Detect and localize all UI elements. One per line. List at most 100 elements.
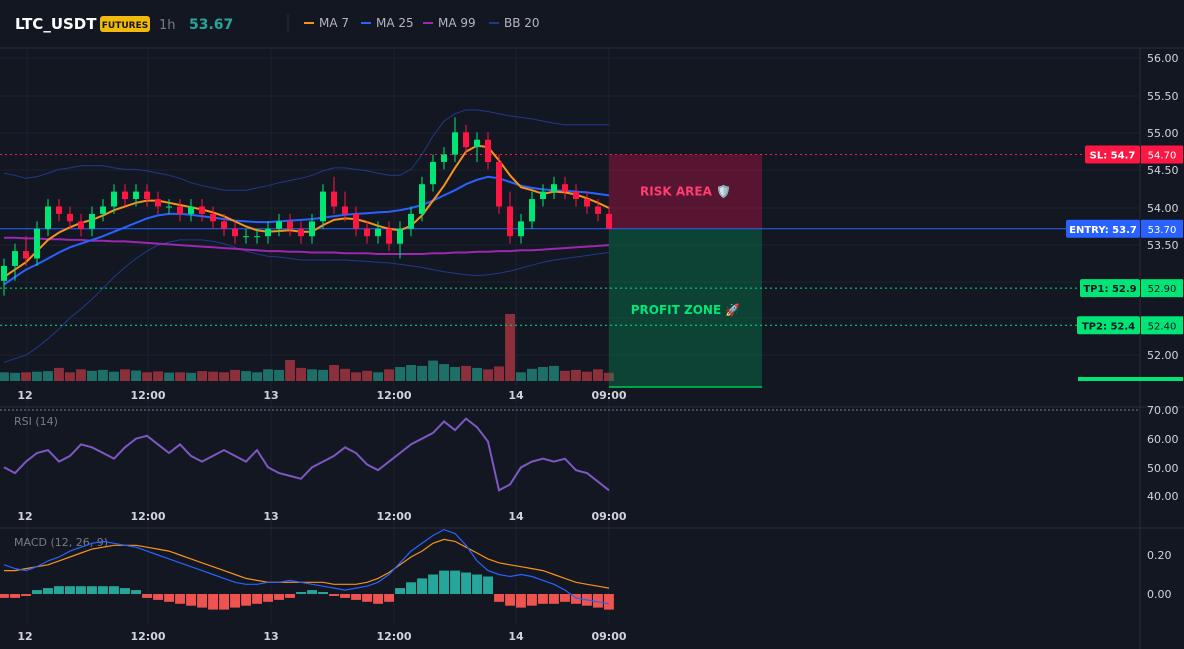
profit-zone[interactable] bbox=[609, 228, 762, 387]
price-axis[interactable]: 56.00 55.50 55.00 54.50 54.00 53.50 52.00 bbox=[1147, 52, 1179, 362]
candle[interactable] bbox=[89, 206, 95, 237]
candle[interactable] bbox=[474, 132, 480, 162]
candle[interactable] bbox=[199, 199, 205, 222]
candle[interactable] bbox=[529, 191, 535, 229]
candle[interactable] bbox=[507, 191, 513, 244]
volume-bar bbox=[571, 369, 581, 381]
candle[interactable] bbox=[419, 176, 425, 222]
candle[interactable] bbox=[364, 221, 370, 244]
macd-histogram-bar bbox=[285, 594, 295, 598]
candle[interactable] bbox=[518, 213, 524, 244]
candle[interactable] bbox=[45, 199, 51, 237]
candle[interactable] bbox=[265, 221, 271, 244]
candle[interactable] bbox=[34, 221, 40, 266]
candle[interactable] bbox=[485, 132, 491, 170]
interval-label[interactable]: 1h bbox=[159, 18, 176, 33]
candle[interactable] bbox=[232, 221, 238, 244]
time-tick-label: 12 bbox=[17, 630, 32, 643]
candle[interactable] bbox=[375, 221, 381, 244]
candle[interactable] bbox=[155, 191, 161, 214]
candle[interactable] bbox=[562, 176, 568, 200]
candle[interactable] bbox=[144, 184, 150, 207]
candle[interactable] bbox=[12, 243, 18, 281]
volume-bar bbox=[0, 372, 9, 381]
macd-panel: MACD (12, 26, 9) 0.200.00 bbox=[0, 528, 1172, 610]
candle[interactable] bbox=[386, 221, 392, 252]
entry-tag[interactable]: ENTRY: 53.7 53.70 bbox=[1066, 219, 1183, 238]
candle-body bbox=[408, 213, 414, 229]
candle[interactable] bbox=[342, 191, 348, 222]
candle[interactable] bbox=[122, 184, 128, 207]
risk-area[interactable] bbox=[609, 154, 762, 229]
tp2-tag[interactable]: TP2: 52.4 52.40 bbox=[1077, 316, 1183, 335]
time-axis[interactable]: 12 12:00 13 12:00 14 09:00 12 12:00 13 12:00 14 09:… bbox=[17, 389, 627, 643]
candle[interactable] bbox=[496, 154, 502, 214]
candle[interactable] bbox=[210, 206, 216, 229]
legend-label-0[interactable]: MA 7 bbox=[319, 16, 349, 30]
candle[interactable] bbox=[441, 147, 447, 170]
price-tick-label: 54.00 bbox=[1147, 202, 1179, 215]
candle[interactable] bbox=[56, 199, 62, 222]
candle[interactable] bbox=[551, 176, 557, 200]
candle[interactable] bbox=[452, 117, 458, 162]
candle[interactable] bbox=[254, 228, 260, 244]
candle[interactable] bbox=[188, 199, 194, 222]
candle[interactable] bbox=[78, 213, 84, 237]
candle[interactable] bbox=[331, 176, 337, 214]
volume-bar bbox=[131, 370, 141, 381]
candle-body bbox=[485, 139, 491, 162]
candle[interactable] bbox=[133, 184, 139, 207]
macd-signal-line bbox=[4, 538, 610, 589]
candlesticks[interactable] bbox=[1, 117, 612, 296]
candle[interactable] bbox=[540, 184, 546, 207]
bb-lower-line bbox=[3, 239, 610, 363]
candle[interactable] bbox=[309, 213, 315, 244]
rsi-tick-label: 70.00 bbox=[1147, 404, 1179, 417]
candle[interactable] bbox=[463, 124, 469, 155]
candle[interactable] bbox=[298, 221, 304, 244]
legend-label-2[interactable]: MA 99 bbox=[438, 16, 476, 30]
candle[interactable] bbox=[243, 228, 249, 244]
current-volume-marker bbox=[1078, 377, 1183, 381]
candle[interactable] bbox=[287, 213, 293, 237]
futures-badge bbox=[100, 16, 150, 32]
candle[interactable] bbox=[221, 213, 227, 237]
macd-histogram-bar bbox=[417, 578, 427, 594]
candle[interactable] bbox=[408, 206, 414, 237]
entry-tag-value: 53.70 bbox=[1148, 225, 1177, 236]
sl-tag[interactable]: SL: 54.7 54.70 bbox=[1085, 145, 1183, 164]
candle-body bbox=[78, 221, 84, 229]
candle[interactable] bbox=[100, 199, 106, 222]
candle[interactable] bbox=[177, 199, 183, 222]
chart-header: LTC_USDT FUTURES 1h 53.67 MA 7 MA 25 MA 99… bbox=[15, 14, 540, 33]
legend-label-1[interactable]: MA 25 bbox=[376, 16, 414, 30]
candle[interactable] bbox=[353, 206, 359, 237]
candle[interactable] bbox=[166, 199, 172, 214]
candle[interactable] bbox=[1, 258, 7, 296]
entry-tag-label: ENTRY: 53.7 bbox=[1069, 225, 1137, 236]
candle-body bbox=[331, 191, 337, 207]
time-tick-label: 12:00 bbox=[130, 510, 165, 523]
candle[interactable] bbox=[23, 236, 29, 266]
time-tick-label: 09:00 bbox=[591, 510, 626, 523]
candle[interactable] bbox=[67, 206, 73, 229]
volume-bar bbox=[351, 372, 361, 381]
candle[interactable] bbox=[276, 213, 282, 237]
symbol-label[interactable]: LTC_USDT bbox=[15, 15, 97, 33]
candle[interactable] bbox=[606, 206, 612, 229]
legend-label-3[interactable]: BB 20 bbox=[504, 16, 540, 30]
tp1-tag[interactable]: TP1: 52.9 52.90 bbox=[1080, 279, 1183, 298]
candle[interactable] bbox=[397, 221, 403, 259]
candle-body bbox=[221, 221, 227, 229]
volume-bar bbox=[560, 370, 570, 381]
candle[interactable] bbox=[430, 154, 436, 192]
entry-tag-value-bg bbox=[1141, 219, 1183, 238]
candle[interactable] bbox=[573, 184, 579, 207]
rsi-tick-label: 50.00 bbox=[1147, 462, 1179, 475]
candle[interactable] bbox=[595, 199, 601, 222]
candle[interactable] bbox=[320, 184, 326, 229]
candle[interactable] bbox=[584, 191, 590, 214]
candle-body bbox=[188, 206, 194, 214]
candle[interactable] bbox=[111, 184, 117, 214]
